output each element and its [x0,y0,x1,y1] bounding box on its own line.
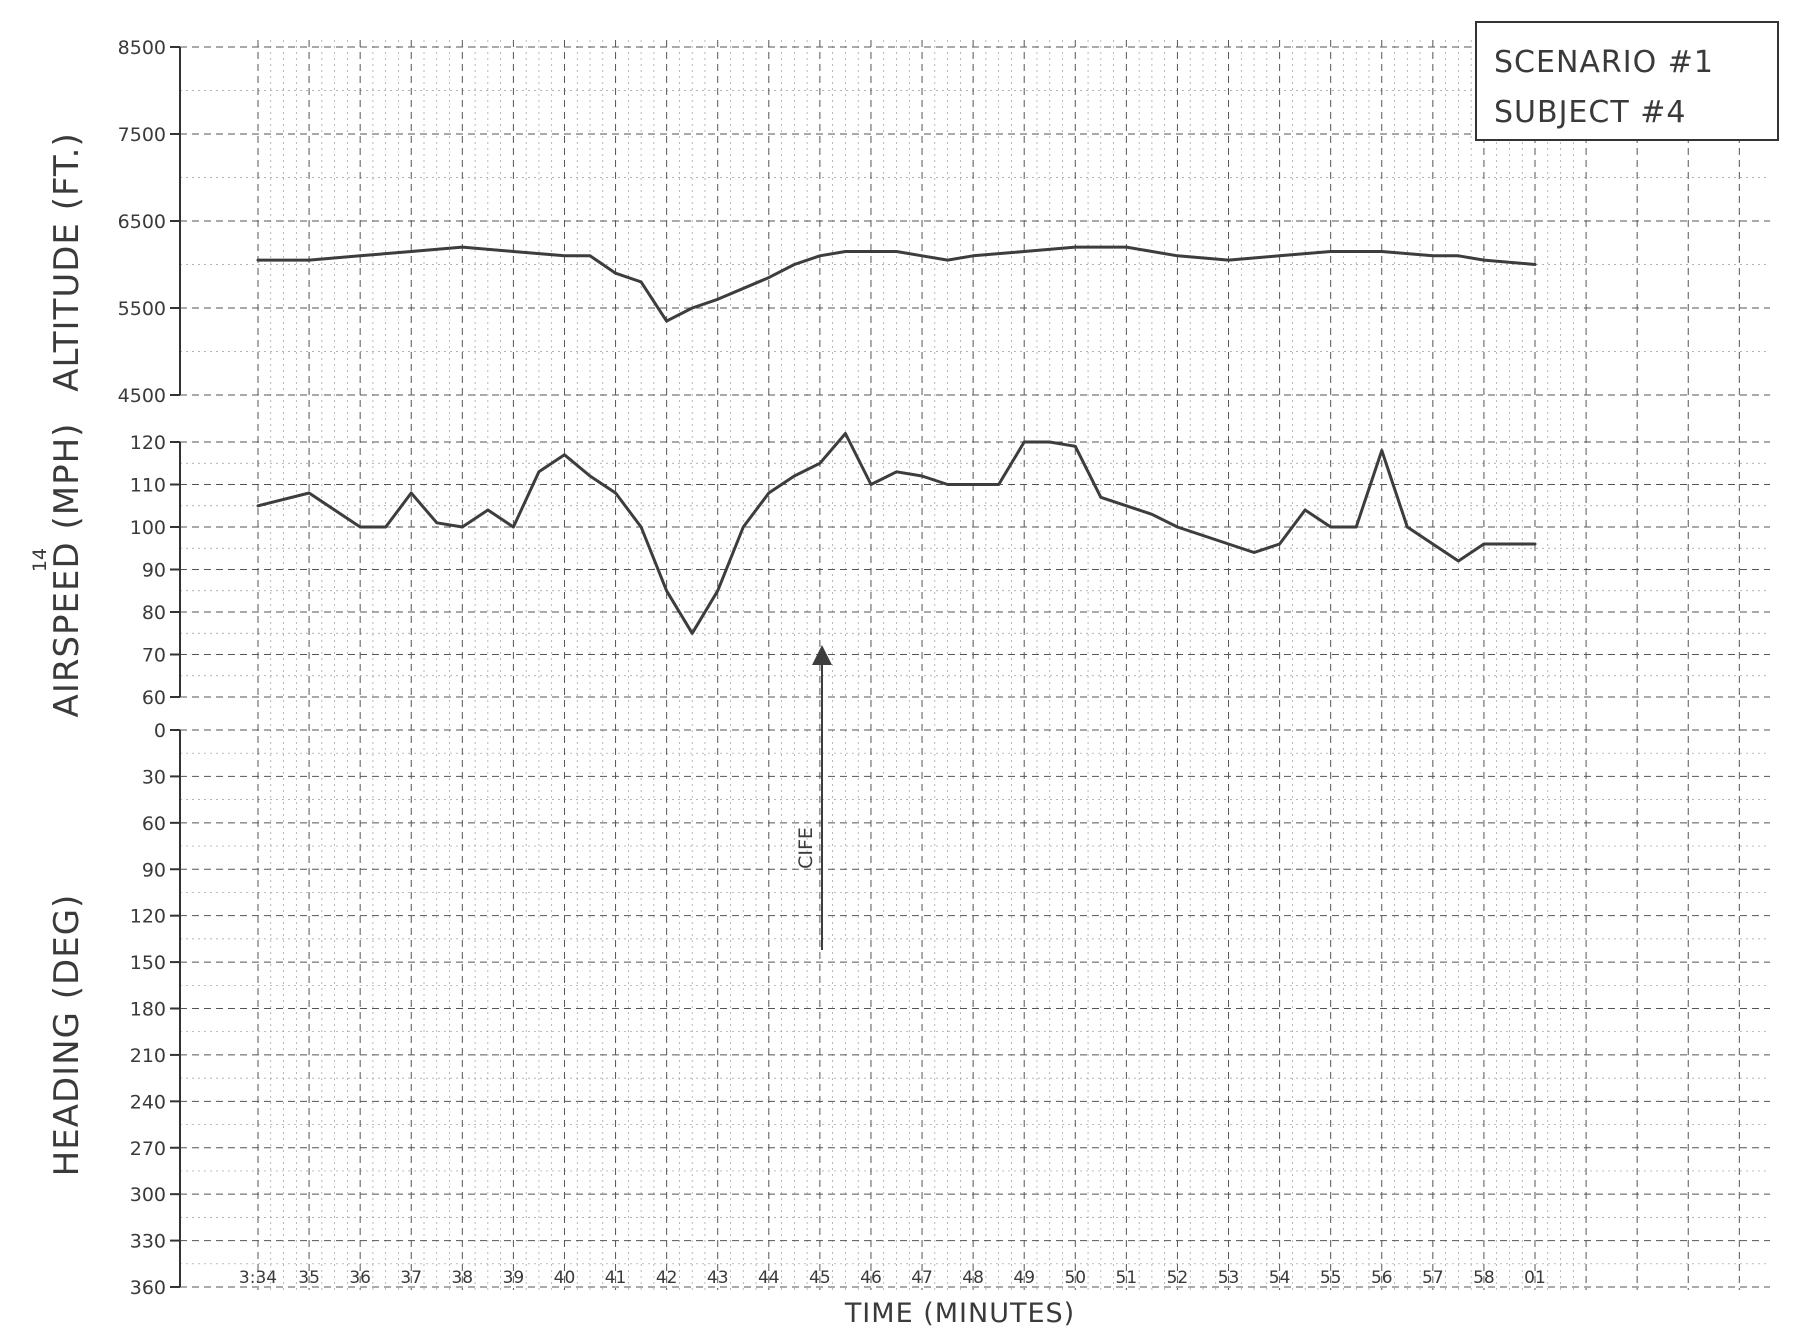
x-tick-label: 53 [1218,1268,1240,1288]
x-tick-label: 56 [1371,1268,1393,1288]
y-tick-label: 5500 [118,298,166,320]
y-tick-label: 80 [142,602,166,624]
y-tick-label: 110 [130,475,166,497]
subject-label: SUBJECT #4 [1494,95,1686,130]
y-tick-label: 300 [130,1184,166,1206]
y-tick-label: 270 [130,1138,166,1160]
data-series [256,245,1537,635]
y-tick-label: 90 [142,560,166,582]
x-tick-label: 01 [1524,1268,1546,1288]
annotation-label: CIFE [795,827,817,869]
x-tick-label: 40 [554,1268,576,1288]
y-tick-label: 70 [142,645,166,667]
y-tick-label: 8500 [118,37,166,59]
x-tick-label: 37 [400,1268,422,1288]
y-tick-label: 120 [130,432,166,454]
y-tick-label: 100 [130,517,166,539]
y-tick-label: 0 [154,720,166,742]
x-tick-label: 50 [1064,1268,1086,1288]
x-tick-label: 43 [707,1268,729,1288]
x-tick-label: 44 [758,1268,780,1288]
x-axis-label: TIME (MINUTES) [844,1298,1075,1327]
scenario-label: SCENARIO #1 [1494,45,1714,80]
airspeed-axis-label: AIRSPEED (MPH) [47,423,87,718]
x-tick-label: 36 [349,1268,371,1288]
margin-mark: 14 [29,548,51,572]
x-tick-label: 35 [298,1268,320,1288]
x-tick-labels: 3:34 35 36 37 38 39 40 41 42 43 44 45 46 47 48 49 50 51 52… [239,1268,1546,1288]
y-tick-label: 4500 [118,385,166,407]
y-tick-label: 30 [142,766,166,788]
y-tick-label: 240 [130,1091,166,1113]
x-tick-label: 39 [503,1268,525,1288]
scenario-box [1475,21,1779,141]
y-tick-label: 210 [130,1045,166,1067]
x-tick-label: 42 [656,1268,678,1288]
y-tick-label: 6500 [118,211,166,233]
y-tick-label: 7500 [118,124,166,146]
major-grid [170,40,1770,1290]
y-tick-label: 330 [130,1231,166,1253]
y-tick-label: 360 [130,1277,166,1299]
airspeed-series-line [256,432,1537,635]
x-tick-label: 51 [1116,1268,1138,1288]
x-tick-label: 57 [1422,1268,1444,1288]
x-tick-label: 52 [1167,1268,1189,1288]
heading-axis-label: HEADING (DEG) [47,894,87,1177]
y-tick-labels: 8500 7500 6500 5500 4500 120 110 100 90 80 70 60 0 30… [118,37,166,1299]
x-tick-label: 55 [1320,1268,1342,1288]
x-tick-label: 49 [1013,1268,1035,1288]
x-tick-label: 58 [1473,1268,1495,1288]
x-tick-label: 46 [860,1268,882,1288]
altitude-series-line [256,245,1537,323]
x-tick-label: 47 [911,1268,933,1288]
y-tick-label: 90 [142,859,166,881]
x-tick-label: 3:34 [239,1268,277,1288]
y-tick-label: 60 [142,687,166,709]
minor-grid [180,40,1770,1290]
y-tick-label: 180 [130,999,166,1021]
x-tick-label: 38 [451,1268,473,1288]
y-tick-label: 150 [130,952,166,974]
y-tick-label: 120 [130,906,166,928]
x-tick-label: 45 [809,1268,831,1288]
altitude-axis-label: ALTITUDE (FT.) [47,132,87,391]
x-tick-label: 41 [605,1268,627,1288]
y-tick-label: 60 [142,813,166,835]
x-tick-label: 54 [1269,1268,1291,1288]
x-tick-label: 48 [962,1268,984,1288]
